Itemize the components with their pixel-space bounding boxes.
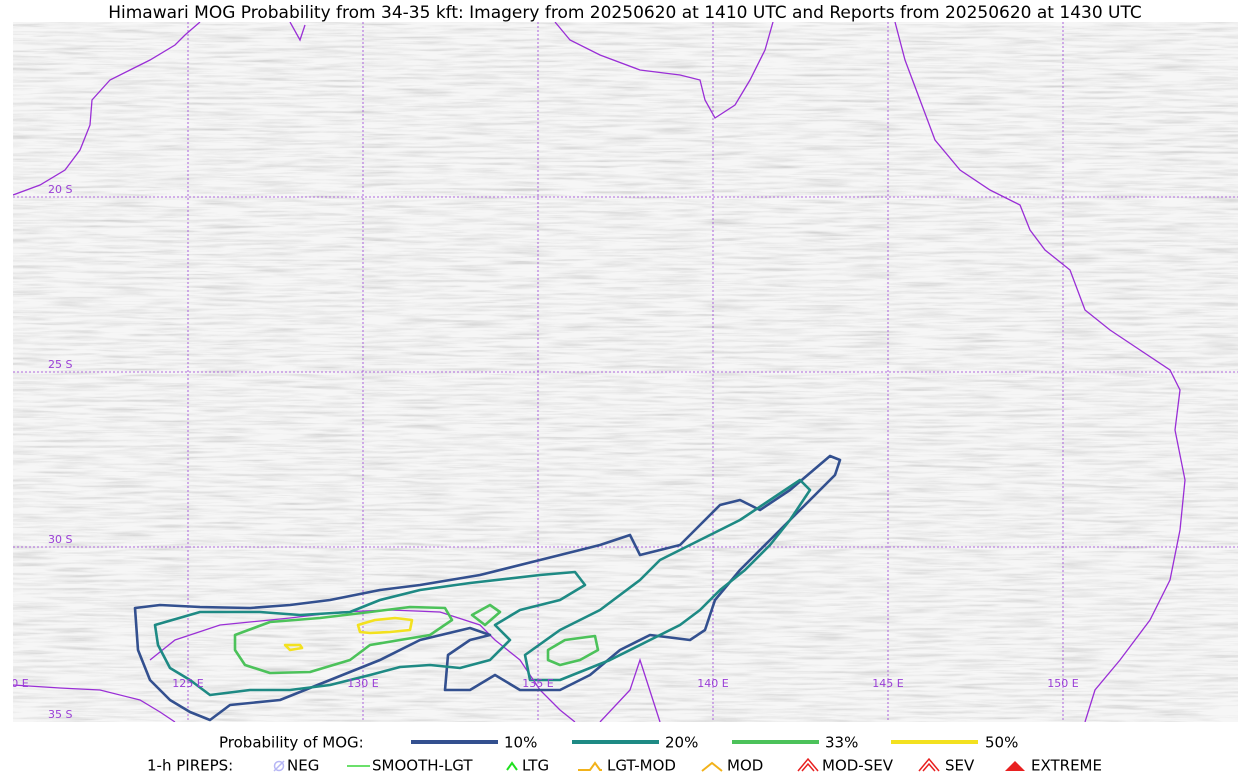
- pirep-icon: [1005, 761, 1025, 771]
- lon-label: 145 E: [872, 677, 903, 690]
- coastline: [894, 22, 1186, 722]
- coastline: [554, 22, 774, 119]
- legend-title: Probability of MOG:: [219, 734, 364, 752]
- legend-label: MOD: [727, 757, 763, 775]
- legend-label: SEV: [945, 757, 975, 775]
- mog-contour: [233, 605, 454, 675]
- pirep-icon: [506, 761, 518, 771]
- grid-labels: 20 S 25 S 30 S 35 S 120 E 125 E 130 E 13…: [0, 183, 1079, 721]
- graticule: [13, 22, 1238, 722]
- pirep-icon: [701, 761, 723, 772]
- pirep-icon: [797, 757, 819, 772]
- title: Himawari MOG Probability from 34-35 kft:…: [108, 3, 1142, 23]
- mog-contour: [153, 570, 587, 697]
- coastline: [599, 657, 661, 722]
- legend-label: LTG: [522, 757, 549, 775]
- coastline: [13, 22, 201, 196]
- legend-label: LGT-MOD: [607, 757, 676, 775]
- lon-label: 130 E: [347, 677, 378, 690]
- map: 20 S 25 S 30 S 35 S 120 E 125 E 130 E 13…: [0, 22, 1238, 722]
- mog-contours: [133, 454, 842, 722]
- legend-title: 1-h PIREPS:: [147, 757, 233, 775]
- coastline: [289, 22, 306, 42]
- lon-label: 120 E: [0, 677, 29, 690]
- lon-label: 125 E: [172, 677, 203, 690]
- lat-label: 35 S: [48, 708, 72, 721]
- mog-contour: [283, 643, 304, 652]
- legend-pireps: 1-h PIREPS: NEG SMOOTH-LGT LTG LGT-MOD M…: [147, 757, 1102, 775]
- legend-label: SMOOTH-LGT: [372, 757, 473, 775]
- lon-label: 140 E: [697, 677, 728, 690]
- pirep-icon: [273, 760, 285, 772]
- lat-label: 30 S: [48, 533, 72, 546]
- mog-contour: [133, 454, 842, 722]
- mog-contour: [356, 616, 414, 635]
- legend-label: 50%: [985, 734, 1018, 752]
- legend-label: EXTREME: [1031, 757, 1102, 775]
- mog-contour: [470, 603, 502, 627]
- pirep-icon: [273, 760, 285, 772]
- lat-label: 25 S: [48, 358, 72, 371]
- legend-label: 20%: [665, 734, 698, 752]
- legend-label: NEG: [287, 757, 319, 775]
- legend-label: MOD-SEV: [822, 757, 894, 775]
- legend-label: 10%: [504, 734, 537, 752]
- pirep-icon: [578, 761, 602, 771]
- mog-contour: [523, 478, 812, 682]
- legend-label: 33%: [825, 734, 858, 752]
- lat-label: 20 S: [48, 183, 72, 196]
- lon-label: 150 E: [1047, 677, 1078, 690]
- mog-contour: [546, 634, 600, 667]
- lon-label: 135 E: [522, 677, 553, 690]
- coastline: [13, 684, 176, 722]
- legend-mog: Probability of MOG: 10% 20% 33% 50%: [219, 734, 1018, 752]
- pirep-icon: [918, 757, 940, 772]
